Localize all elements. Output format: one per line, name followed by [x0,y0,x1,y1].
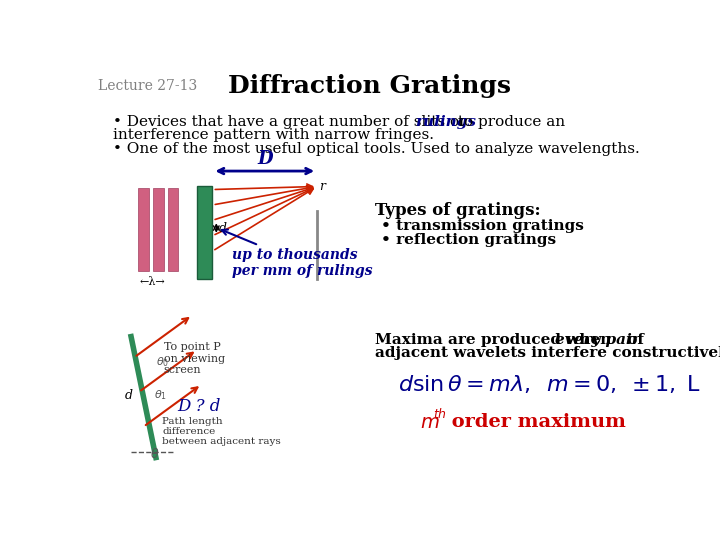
Text: D: D [257,150,273,168]
Bar [153,188,163,271]
Text: $d\sin\theta = m\lambda,\;\; m = 0,\; \pm 1,\; \mathrm{L}$: $d\sin\theta = m\lambda,\;\; m = 0,\; \p… [398,373,701,395]
Bar [138,188,149,271]
Text: to produce an: to produce an [453,115,564,129]
Text: • Devices that have a great number of slits or: • Devices that have a great number of sl… [113,115,472,129]
Text: $\theta$: $\theta$ [150,448,159,462]
Text: $\mathit{th}$: $\mathit{th}$ [433,408,446,421]
Bar [197,186,212,279]
Text: of: of [621,333,644,347]
Text: d: d [125,389,133,402]
Text: rulings: rulings [415,115,476,129]
Text: $m$: $m$ [420,413,440,432]
Text: every pair: every pair [555,333,640,347]
Text: D ? d: D ? d [178,398,221,415]
Text: up to thousands
per mm of rulings: up to thousands per mm of rulings [222,230,372,278]
Text: • reflection gratings: • reflection gratings [382,233,557,247]
Text: $\theta_0$: $\theta_0$ [156,355,169,369]
Text: Lecture 27-13: Lecture 27-13 [98,79,197,93]
Text: Types of gratings:: Types of gratings: [375,202,541,219]
Text: To point P
on viewing
screen: To point P on viewing screen [163,342,225,375]
Text: adjacent wavelets interfere constructively, i.e.,: adjacent wavelets interfere constructive… [375,346,720,360]
Text: Path length
difference
between adjacent rays: Path length difference between adjacent … [162,417,281,447]
Text: • One of the most useful optical tools. Used to analyze wavelengths.: • One of the most useful optical tools. … [113,142,640,156]
Text: d: d [219,221,227,234]
Text: Diffraction Gratings: Diffraction Gratings [228,74,510,98]
Text: r: r [320,180,325,193]
Text: ←λ→: ←λ→ [140,276,166,287]
Bar [168,188,179,271]
Text: interference pattern with narrow fringes.: interference pattern with narrow fringes… [113,128,434,142]
Text: $\theta_1$: $\theta_1$ [154,388,167,402]
Text: • transmission gratings: • transmission gratings [382,219,584,233]
Text: Maxima are produced when: Maxima are produced when [375,333,617,347]
Text: order maximum: order maximum [445,413,626,431]
